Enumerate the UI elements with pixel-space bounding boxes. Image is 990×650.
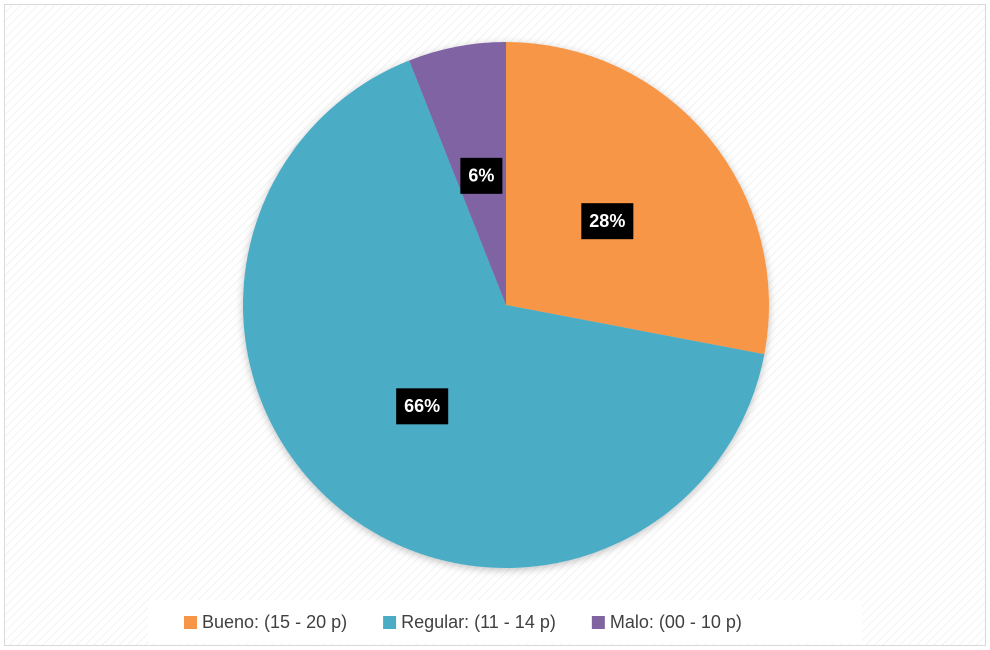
legend-label: Regular: (11 - 14 p) xyxy=(401,612,556,632)
legend-swatch xyxy=(383,616,397,629)
legend-label: Malo: (00 - 10 p) xyxy=(610,612,742,632)
legend-box xyxy=(148,600,862,644)
data-label-box xyxy=(396,388,449,425)
pie-slice xyxy=(409,42,506,305)
data-label: 66% xyxy=(404,396,440,416)
pie-slice xyxy=(242,60,765,569)
data-label-box xyxy=(581,203,634,240)
legend-swatch xyxy=(184,616,197,629)
legend-label: Bueno: (15 - 20 p) xyxy=(202,612,347,632)
data-label: 6% xyxy=(468,166,494,186)
data-label-box xyxy=(460,157,503,194)
pie xyxy=(242,42,769,569)
data-label: 28% xyxy=(589,211,625,231)
legend-swatch xyxy=(591,616,605,629)
pie-slice xyxy=(506,42,769,355)
